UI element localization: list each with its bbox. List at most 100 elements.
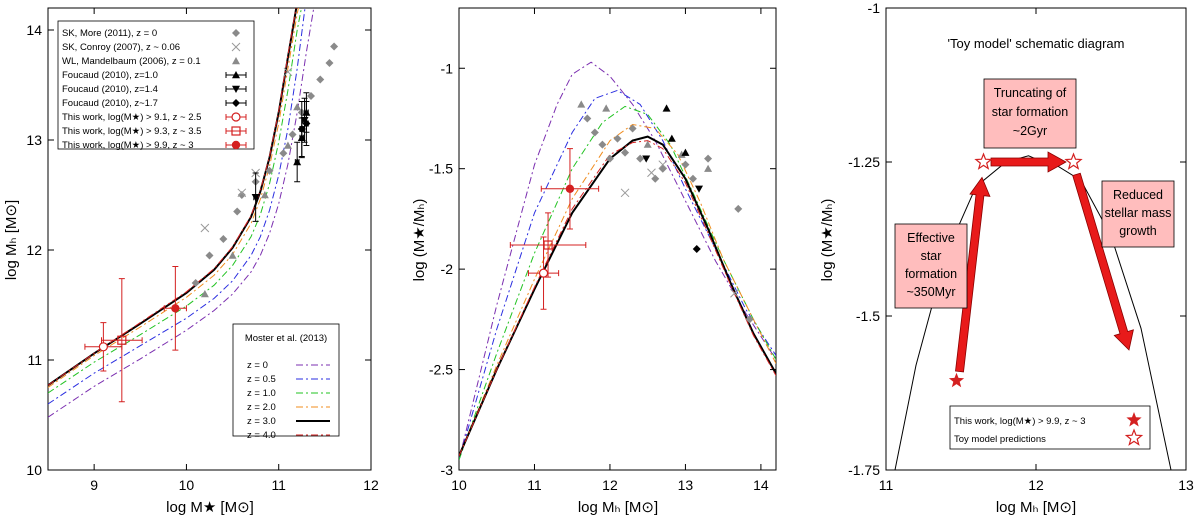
x-tick-label: 10 bbox=[451, 477, 467, 493]
data-point bbox=[613, 134, 622, 143]
data-point bbox=[228, 251, 237, 259]
toy-marker bbox=[1064, 152, 1083, 170]
data-point bbox=[628, 124, 637, 133]
data-point bbox=[704, 154, 713, 163]
legend-label: z = 0 bbox=[247, 360, 268, 371]
legend-marker bbox=[231, 140, 241, 150]
y-tick-label: 14 bbox=[26, 22, 42, 38]
data-point bbox=[205, 251, 214, 260]
legend-label: This work, log(M★) > 9.1, z ~ 2.5 bbox=[62, 112, 201, 123]
panel-1: 9 10 11 12 10 11 12 13 14 log M★ [M⊙] log Mₕ [M⊙… bbox=[3, 7, 379, 516]
y-tick-label: -1.5 bbox=[429, 161, 453, 177]
data-point bbox=[233, 207, 242, 216]
data-point bbox=[577, 100, 586, 108]
data-point bbox=[260, 191, 269, 199]
data-point bbox=[191, 279, 200, 287]
annotation-box bbox=[1101, 180, 1175, 248]
annotation-text: ~350Myr bbox=[907, 285, 956, 299]
chart-title: 'Toy model' schematic diagram bbox=[948, 36, 1125, 51]
legend-label: z = 0.5 bbox=[247, 374, 276, 385]
data-point bbox=[251, 194, 260, 202]
x-tick-label: 11 bbox=[879, 477, 894, 493]
legend-title: Moster et al. (2013) bbox=[245, 333, 327, 344]
legend-box bbox=[949, 405, 1151, 450]
y-tick-label: 12 bbox=[26, 242, 42, 258]
legend-box bbox=[232, 323, 340, 437]
data-point bbox=[605, 154, 614, 163]
x-tick-label: 12 bbox=[363, 477, 379, 493]
data-point bbox=[283, 141, 292, 149]
series-line bbox=[48, 8, 302, 394]
legend-marker bbox=[232, 57, 240, 65]
series-line bbox=[459, 123, 776, 457]
x-tick-label: 13 bbox=[678, 477, 694, 493]
data-point bbox=[647, 168, 656, 178]
data-point bbox=[200, 290, 209, 298]
series-line bbox=[459, 89, 776, 461]
data-point bbox=[200, 223, 210, 233]
data-point bbox=[538, 268, 549, 278]
y-tick-label: -1.75 bbox=[848, 462, 880, 478]
toy-marker bbox=[948, 372, 965, 388]
series-line bbox=[48, 8, 306, 405]
x-tick-label: 13 bbox=[1178, 477, 1194, 493]
annotation-text: Reduced bbox=[1113, 188, 1163, 202]
data-point bbox=[237, 191, 246, 199]
annotation-text: stellar mass bbox=[1105, 206, 1172, 220]
data-point bbox=[279, 149, 288, 158]
data-point bbox=[658, 164, 667, 173]
x-axis-label: log Mₕ [M⊙] bbox=[578, 499, 658, 516]
annotation-text: ~2Gyr bbox=[1013, 124, 1047, 138]
y-tick-label: -1 bbox=[441, 60, 454, 76]
data-point bbox=[219, 235, 228, 243]
legend-marker bbox=[232, 85, 240, 93]
data-point bbox=[688, 174, 697, 183]
annotation-text: growth bbox=[1119, 224, 1157, 238]
data-point bbox=[621, 148, 630, 157]
data-point bbox=[681, 148, 690, 156]
legend-label: SK, More (2011), z = 0 bbox=[62, 28, 157, 39]
data-point bbox=[681, 160, 690, 169]
annotation-text: star bbox=[921, 249, 942, 263]
data-point bbox=[620, 188, 630, 198]
data-point bbox=[330, 42, 339, 51]
x-axis-label: log Mₕ [M⊙] bbox=[996, 499, 1076, 516]
y-tick-label: 13 bbox=[26, 132, 42, 148]
y-tick-label: -3 bbox=[441, 462, 454, 478]
x-tick-label: 10 bbox=[179, 477, 195, 493]
legend: This work, log(M★) > 9.9, z ~ 3 Toy model… bbox=[949, 405, 1151, 450]
data-point bbox=[745, 315, 754, 324]
legend-errbar bbox=[225, 128, 247, 134]
legend-marker bbox=[231, 112, 241, 122]
y-tick-label: 10 bbox=[26, 462, 42, 478]
legend-label: z = 2.0 bbox=[247, 402, 276, 413]
legend-models: Moster et al. (2013) z = 0 z = 0.5 z = 1.0 z… bbox=[232, 323, 340, 441]
data-point bbox=[692, 245, 701, 254]
data-point bbox=[730, 288, 739, 298]
x-tick-label: 12 bbox=[602, 477, 618, 493]
series-line bbox=[459, 61, 776, 461]
data-point bbox=[704, 164, 713, 172]
x-tick-label: 12 bbox=[1028, 477, 1044, 493]
y-axis-label: log (M★/Mₕ) bbox=[411, 199, 428, 282]
plot-frame bbox=[458, 7, 777, 471]
legend-label: Foucaud (2010), z~1.7 bbox=[62, 98, 158, 109]
panel-3: Truncating of star formation ~2Gyr Effectiv… bbox=[819, 0, 1194, 516]
y-tick-label: -1.25 bbox=[848, 154, 880, 170]
legend-marker bbox=[231, 126, 241, 136]
x-tick-label: 11 bbox=[527, 477, 542, 493]
legend-label: Foucaud (2010), z=1.4 bbox=[62, 84, 158, 95]
data-point bbox=[734, 204, 743, 213]
annotation-text: Effective bbox=[907, 231, 955, 245]
legend-label: SK, Conroy (2007), z ~ 0.06 bbox=[62, 42, 180, 53]
data-point bbox=[543, 240, 553, 250]
x-axis-label: log M★ [M⊙] bbox=[166, 499, 254, 516]
legend-label: z = 3.0 bbox=[247, 416, 276, 427]
data-point bbox=[651, 174, 660, 183]
legend-points: SK, More (2011), z = 0 SK, Conroy (2007),… bbox=[57, 20, 255, 151]
y-error-bar bbox=[545, 212, 552, 278]
legend-label: Toy model predictions bbox=[954, 434, 1046, 445]
legend-marker bbox=[232, 29, 240, 37]
data-point bbox=[583, 114, 592, 123]
